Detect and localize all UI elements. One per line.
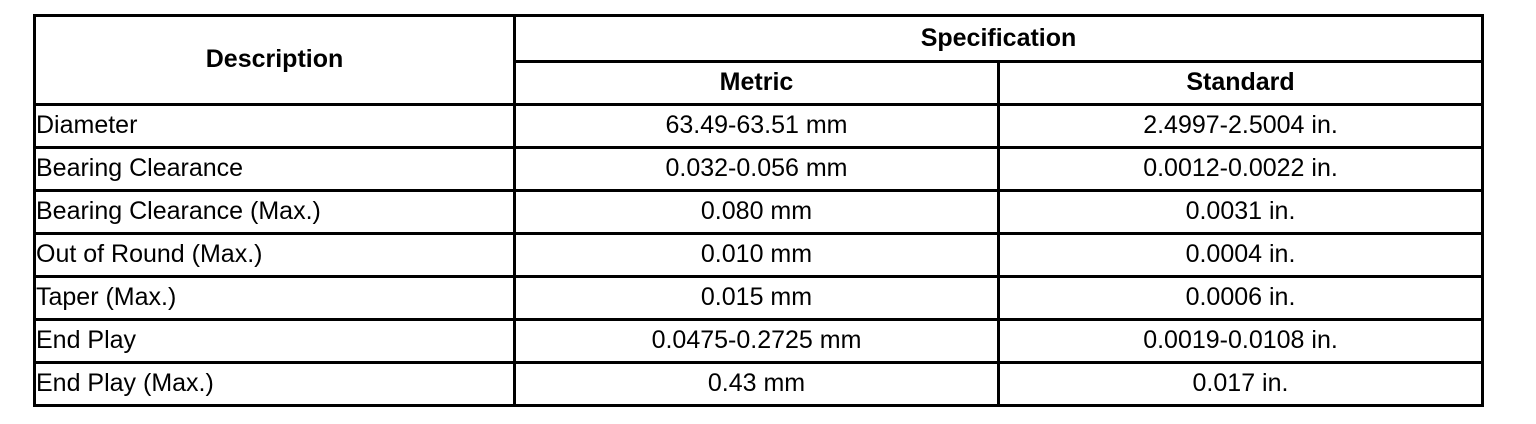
table-row: Taper (Max.) 0.015 mm 0.0006 in. [33, 275, 1484, 321]
table-header: Description Specification Metric Standar… [33, 14, 1484, 106]
metric-column-header: Metric [513, 60, 1000, 106]
metric-cell: 0.0475-0.2725 mm [513, 318, 1000, 364]
standard-cell: 0.0031 in. [997, 189, 1484, 235]
table-row: End Play (Max.) 0.43 mm 0.017 in. [33, 361, 1484, 407]
metric-cell: 0.010 mm [513, 232, 1000, 278]
description-cell: Bearing Clearance [33, 146, 516, 192]
description-column-header: Description [33, 14, 516, 106]
table-row: Bearing Clearance (Max.) 0.080 mm 0.0031… [33, 189, 1484, 235]
header-row-top: Description Specification [33, 14, 1484, 106]
metric-cell: 0.080 mm [513, 189, 1000, 235]
standard-cell: 0.0012-0.0022 in. [997, 146, 1484, 192]
table-row: Bearing Clearance 0.032-0.056 mm 0.0012-… [33, 146, 1484, 192]
description-cell: End Play (Max.) [33, 361, 516, 407]
table-row: Diameter 63.49-63.51 mm 2.4997-2.5004 in… [33, 103, 1484, 149]
standard-cell: 0.0004 in. [997, 232, 1484, 278]
description-cell: Taper (Max.) [33, 275, 516, 321]
table-body: Diameter 63.49-63.51 mm 2.4997-2.5004 in… [33, 103, 1484, 407]
description-cell: Out of Round (Max.) [33, 232, 516, 278]
metric-cell: 0.032-0.056 mm [513, 146, 1000, 192]
description-cell: End Play [33, 318, 516, 364]
metric-cell: 0.015 mm [513, 275, 1000, 321]
specification-column-header: Specification [513, 14, 1484, 63]
table-row: End Play 0.0475-0.2725 mm 0.0019-0.0108 … [33, 318, 1484, 364]
standard-cell: 0.0019-0.0108 in. [997, 318, 1484, 364]
standard-cell: 2.4997-2.5004 in. [997, 103, 1484, 149]
standard-cell: 0.0006 in. [997, 275, 1484, 321]
standard-cell: 0.017 in. [997, 361, 1484, 407]
description-cell: Diameter [33, 103, 516, 149]
table-row: Out of Round (Max.) 0.010 mm 0.0004 in. [33, 232, 1484, 278]
header-row-units: Metric Standard [35, 60, 1484, 106]
metric-cell: 63.49-63.51 mm [513, 103, 1000, 149]
standard-column-header: Standard [997, 60, 1484, 106]
metric-cell: 0.43 mm [513, 361, 1000, 407]
description-cell: Bearing Clearance (Max.) [33, 189, 516, 235]
specifications-table: Description Specification Metric Standar… [33, 14, 1484, 407]
